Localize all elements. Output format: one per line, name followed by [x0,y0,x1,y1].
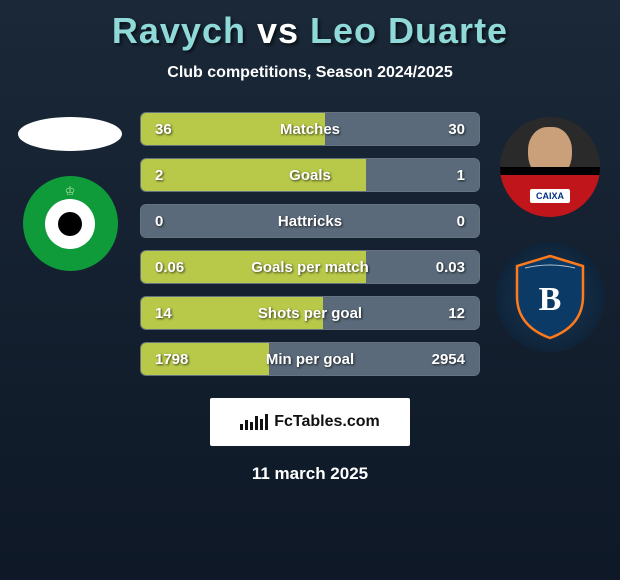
footer-date: 11 march 2025 [0,464,620,484]
player2-sponsor: CAIXA [530,189,570,203]
brand-bar [245,420,248,430]
player1-avatar-placeholder [18,117,122,151]
brand-badge: FcTables.com [210,398,410,446]
shield-icon: B [511,252,589,342]
stat-row: 14Shots per goal12 [140,296,480,330]
left-side: ♔ [15,112,125,271]
club2-letter: B [539,281,562,318]
title-vs: vs [257,10,299,51]
player2-club-badge: B [495,242,605,352]
stat-label: Hattricks [201,213,419,230]
bar-chart-icon [240,414,268,430]
club2-shield: B [511,252,589,342]
stat-value-right: 0 [419,213,479,230]
stat-label: Min per goal [201,351,419,368]
stat-value-right: 2954 [419,351,479,368]
stat-value-left: 0.06 [141,259,201,276]
stat-value-left: 14 [141,305,201,322]
title-player1: Ravych [112,10,246,51]
title-player2: Leo Duarte [310,10,508,51]
player2-avatar: CAIXA [500,117,600,217]
stat-row: 36Matches30 [140,112,480,146]
right-side: CAIXA B [495,112,605,352]
subtitle: Club competitions, Season 2024/2025 [0,64,620,82]
brand-bar [250,422,253,430]
stat-value-left: 36 [141,121,201,138]
stat-value-left: 1798 [141,351,201,368]
player1-club-badge: ♔ [23,176,118,271]
stats-table: 36Matches30 2Goals1 0Hattricks0 0.06Goals p… [140,112,480,376]
brand-bar [240,424,243,430]
club1-dot [58,212,82,236]
stat-row: 0Hattricks0 [140,204,480,238]
brand-bar [255,416,258,430]
comparison-card: Ravych vs Leo Duarte Club competitions, … [0,0,620,484]
stat-label: Matches [201,121,419,138]
crown-icon: ♔ [65,184,76,198]
stat-value-right: 0.03 [419,259,479,276]
stat-label: Goals [201,167,419,184]
stat-row: 2Goals1 [140,158,480,192]
stat-value-right: 1 [419,167,479,184]
stat-value-right: 12 [419,305,479,322]
stat-value-left: 0 [141,213,201,230]
club1-inner-circle [45,199,95,249]
brand-bar [265,414,268,430]
stat-row: 1798Min per goal2954 [140,342,480,376]
brand-text: FcTables.com [274,413,380,431]
page-title: Ravych vs Leo Duarte [0,10,620,52]
brand-bar [260,419,263,430]
stat-value-right: 30 [419,121,479,138]
stat-row: 0.06Goals per match0.03 [140,250,480,284]
stat-label: Shots per goal [201,305,419,322]
main-row: ♔ 36Matches302Goals10Hattricks00.06Goals… [0,112,620,376]
stat-value-left: 2 [141,167,201,184]
stat-label: Goals per match [201,259,419,276]
